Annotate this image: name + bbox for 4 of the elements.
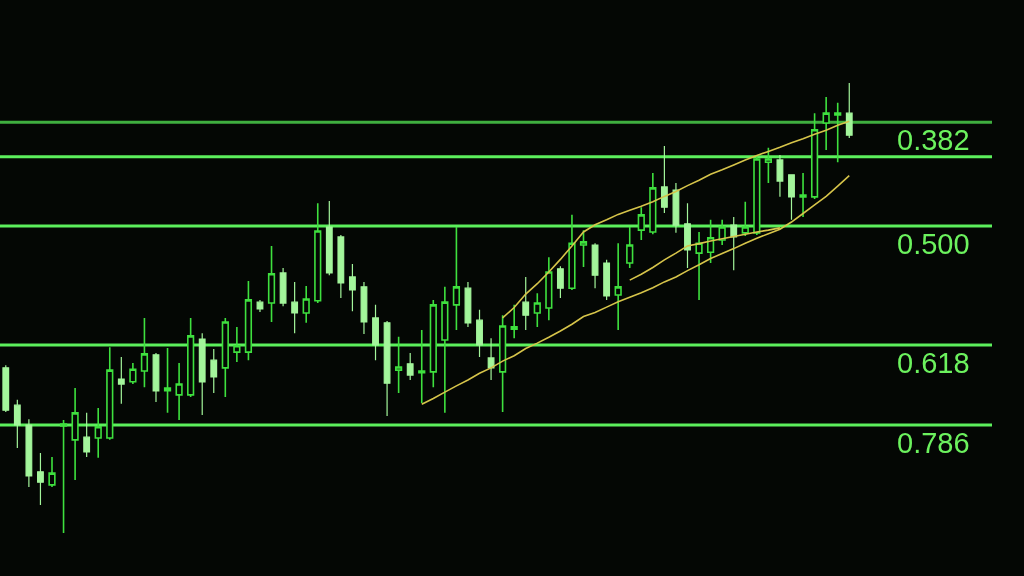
annotation: 0.382 [897,124,970,156]
annotation: 0.618 [897,347,970,379]
annotation: 0.786 [897,427,970,459]
annotation: 0.500 [897,228,970,260]
